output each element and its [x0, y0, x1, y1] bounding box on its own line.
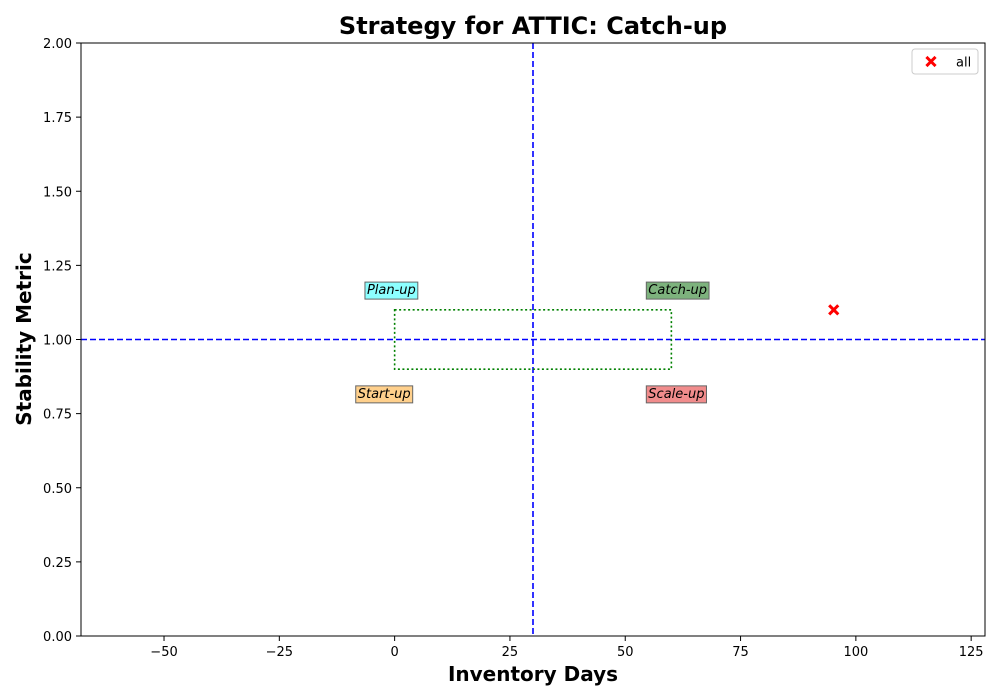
quadrant-label-plan-up: Plan-up [367, 283, 416, 298]
legend-label: all [956, 56, 971, 71]
y-tick-label: 0.25 [43, 556, 72, 571]
y-tick-label: 0.00 [43, 630, 72, 645]
x-tick-label: −50 [150, 645, 177, 660]
y-tick-label: 1.50 [43, 185, 72, 200]
legend-box [911, 48, 979, 75]
legend-marker [925, 55, 937, 68]
y-tick-label: 1.00 [43, 334, 72, 349]
x-tick-label: 125 [959, 645, 984, 660]
y-axis-title: Stability Metric [12, 252, 36, 426]
y-tick-label: 1.75 [43, 111, 72, 126]
quadrant-label-start-up: Start-up [358, 387, 411, 402]
quadrant-label-box-scale-up [645, 385, 707, 404]
x-tick-label: 0 [390, 645, 398, 660]
x-axis-title: Inventory Days [448, 662, 618, 686]
chart-title: Strategy for ATTIC: Catch-up [339, 12, 727, 40]
y-tick-label: 2.00 [43, 37, 72, 52]
x-tick-label: 75 [732, 645, 749, 660]
x-tick-label: 50 [617, 645, 634, 660]
target-box [393, 309, 673, 370]
x-tick-label: 25 [502, 645, 519, 660]
quadrant-label-scale-up: Scale-up [648, 387, 704, 402]
data-point [828, 304, 840, 316]
y-tick-label: 0.75 [43, 408, 72, 423]
quadrant-label-catch-up: Catch-up [648, 283, 707, 298]
y-tick-label: 0.50 [43, 482, 72, 497]
x-tick-label: −25 [266, 645, 293, 660]
x-tick-label: 100 [843, 645, 868, 660]
y-tick-label: 1.25 [43, 259, 72, 274]
quadrant-label-box-plan-up [364, 281, 419, 300]
quadrant-label-box-catch-up [645, 281, 710, 300]
quadrant-label-box-start-up [355, 385, 414, 404]
